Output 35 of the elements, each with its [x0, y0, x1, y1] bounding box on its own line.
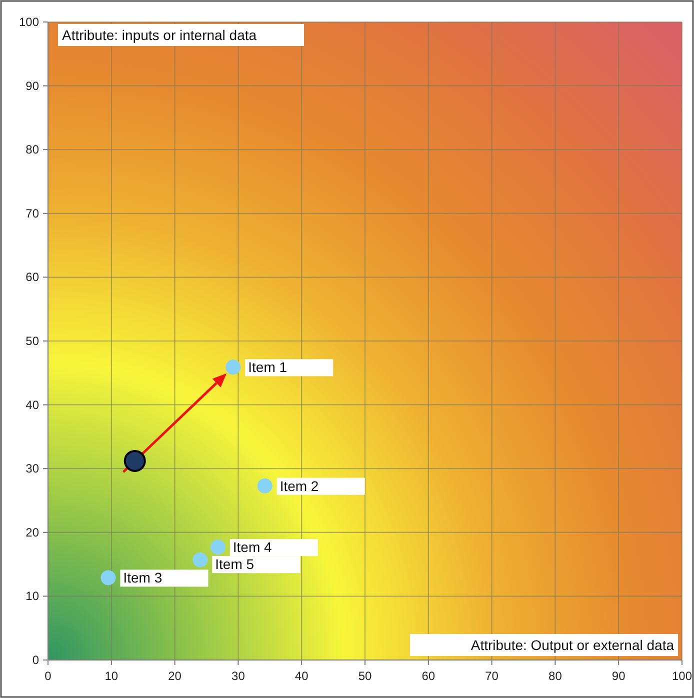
annotation: Item 5	[215, 556, 254, 572]
annotation: Item 1	[248, 359, 288, 376]
x-tick-label: 90	[612, 669, 626, 683]
y-tick-label: 80	[26, 142, 40, 157]
x-tick-label: 30	[232, 669, 246, 683]
point	[192, 552, 208, 568]
point	[100, 570, 116, 586]
x-tick-label: 0	[44, 669, 52, 683]
y-tick-label: 50	[26, 334, 40, 348]
x-tick-label: 80	[548, 669, 562, 683]
x-tick-label: 40	[294, 669, 309, 683]
x-tick-label: 10	[104, 669, 118, 683]
y-tick-label: 70	[26, 206, 40, 220]
y-tick-label: 20	[26, 525, 40, 540]
y-tick-label: 90	[26, 78, 40, 93]
annotation: Item 2	[280, 478, 319, 494]
point	[124, 450, 146, 472]
y-tick-label: 100	[18, 15, 40, 29]
y-tick-label: 40	[26, 398, 40, 412]
point	[226, 360, 241, 375]
y-tick-label: 10	[26, 589, 40, 604]
x-tick-label: 100	[672, 669, 692, 683]
y-tick-label: 60	[26, 270, 40, 284]
x-axis-title: Attribute: Output or external data	[470, 637, 674, 653]
y-axis-title: Attribute: inputs or internal data	[62, 27, 257, 43]
annotation: Item 3	[123, 570, 162, 586]
annotation: Item 4	[232, 539, 272, 556]
point	[210, 540, 226, 555]
x-tick-label: 60	[422, 669, 436, 683]
y-tick-label: 30	[26, 462, 40, 476]
y-tick-label: 0	[32, 653, 40, 667]
point	[257, 478, 272, 494]
x-tick-label: 50	[358, 669, 372, 683]
x-tick-label: 70	[485, 669, 499, 683]
x-tick-label: 20	[168, 669, 182, 683]
